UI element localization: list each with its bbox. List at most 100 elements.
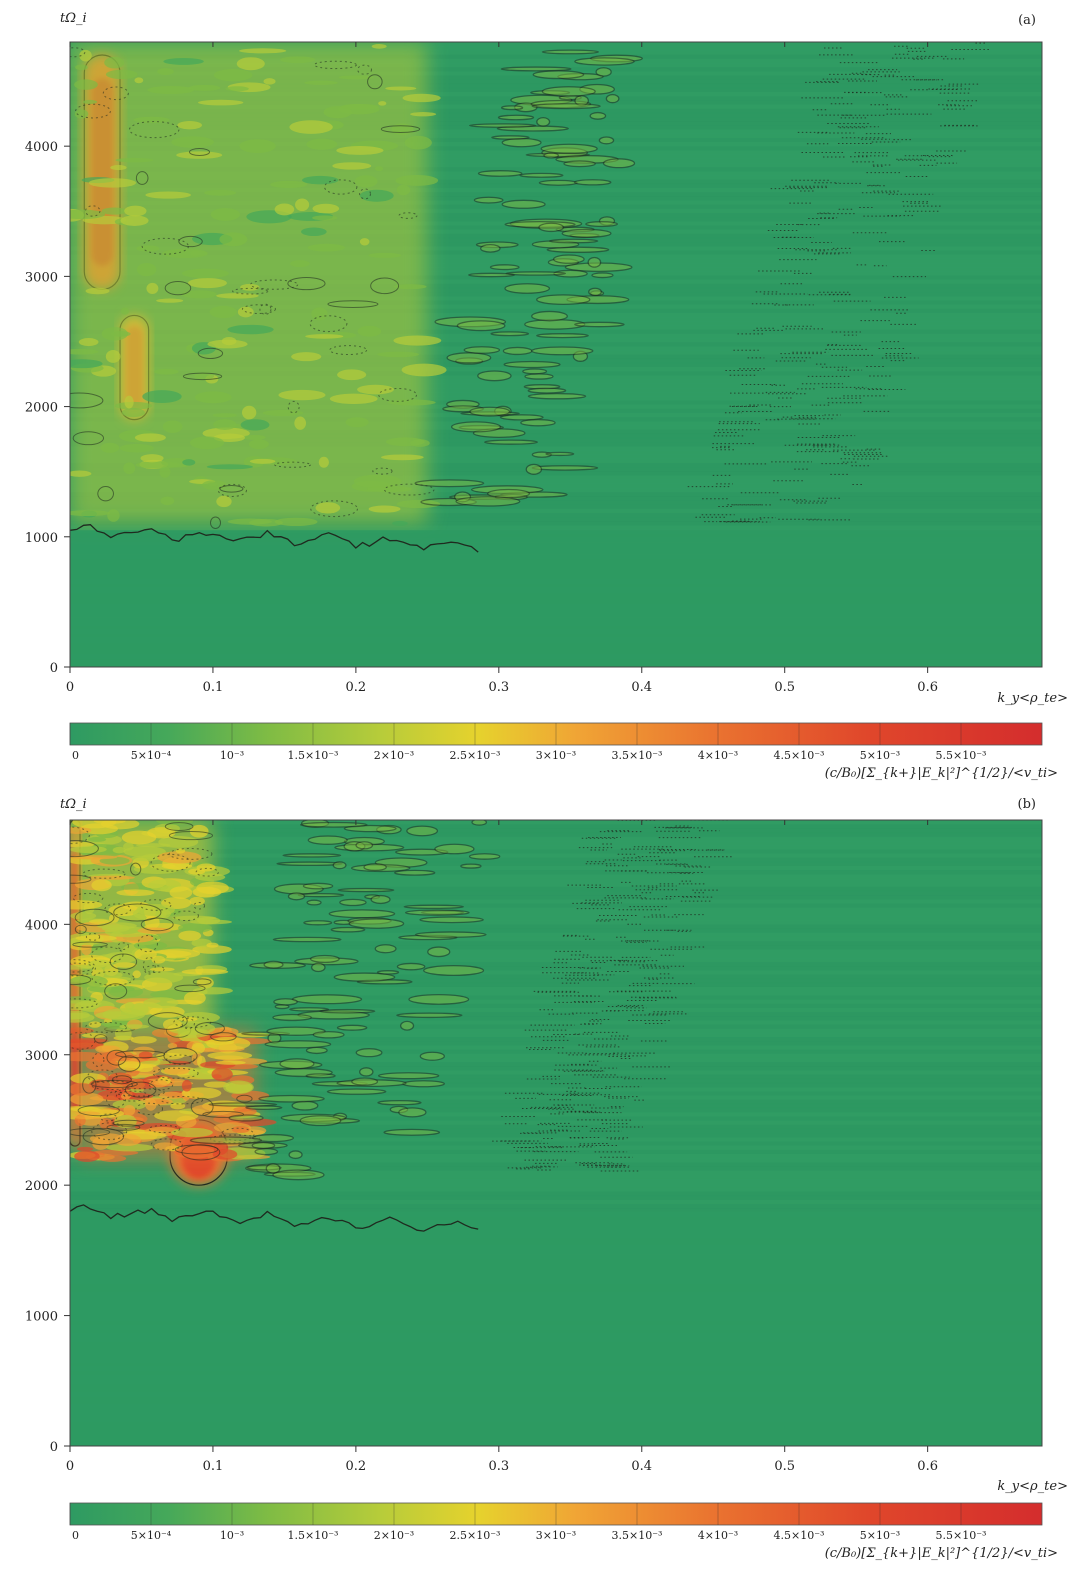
- heatmap-row: [70, 121, 1042, 126]
- heatmap-row: [70, 1166, 1042, 1172]
- heatmap-cell: [160, 496, 175, 506]
- heatmap-row: [70, 1045, 1042, 1051]
- heatmap-cell: [162, 420, 183, 433]
- heatmap-cell: [236, 57, 265, 71]
- heatmap-row: [70, 1158, 1042, 1163]
- heatmap-cell: [336, 146, 384, 155]
- heatmap-row: [70, 62, 1042, 68]
- heatmap-row: [70, 1195, 1042, 1201]
- contour-loop: [258, 1094, 325, 1103]
- contour-loop: [602, 158, 636, 169]
- heatmap-cell: [108, 904, 140, 917]
- heatmap-cell: [134, 77, 144, 84]
- contour-loop: [149, 1079, 174, 1091]
- contour-loop: [414, 931, 487, 938]
- heatmap-cell: [374, 166, 384, 172]
- heatmap-cell: [307, 243, 345, 252]
- contour-loop: [264, 1040, 332, 1049]
- contour-loop: [192, 978, 212, 986]
- heatmap-row: [70, 1107, 1042, 1113]
- panel-a-label: (a): [1018, 13, 1036, 28]
- heatmap-cell: [213, 419, 237, 430]
- contour-loop: [178, 235, 203, 248]
- heatmap-row: [70, 961, 1042, 967]
- heatmap-cell: [410, 112, 437, 117]
- heatmap-row: [70, 42, 1042, 47]
- heatmap-cell: [112, 846, 126, 854]
- heatmap-cell: [359, 189, 394, 202]
- heatmap-cell: [106, 1143, 154, 1152]
- contour-loop: [263, 960, 284, 969]
- heatmap-cell: [70, 911, 97, 920]
- heatmap-row: [70, 974, 1042, 980]
- contour-loop: [408, 993, 470, 1005]
- heatmap-row: [70, 1183, 1042, 1188]
- contour-loop: [195, 867, 219, 877]
- contour-loop: [147, 1012, 188, 1030]
- heatmap-cell: [304, 80, 338, 85]
- heatmap-row: [70, 200, 1042, 205]
- heatmap-cell: [81, 942, 92, 956]
- contour-loop: [587, 256, 602, 268]
- contour-loop: [84, 1021, 128, 1033]
- colorbar-tick-label: 5.5×10⁻³: [936, 1529, 987, 1542]
- heatmap-row: [70, 1082, 1042, 1088]
- heatmap-row: [70, 870, 1042, 875]
- heatmap-row: [70, 1041, 1042, 1046]
- heatmap-cell: [371, 44, 387, 49]
- contour-loop: [419, 1051, 445, 1061]
- colorbar-tick-label: 4.5×10⁻³: [774, 749, 825, 762]
- heatmap-row: [70, 903, 1042, 909]
- heatmap-cell: [231, 1126, 250, 1134]
- contour-loop: [174, 984, 206, 993]
- heatmap-cell: [377, 351, 420, 358]
- heatmap-row: [70, 446, 1042, 451]
- heatmap-row: [70, 932, 1042, 938]
- contour-loop: [70, 959, 96, 977]
- heatmap-row: [70, 1032, 1042, 1038]
- contour-loop: [546, 246, 610, 253]
- heatmap-cell: [105, 349, 121, 363]
- heatmap-row: [70, 1024, 1042, 1030]
- contour-loop: [522, 368, 548, 375]
- heatmap-row: [70, 208, 1042, 214]
- contour-loop: [236, 1094, 253, 1103]
- contour-loop: [82, 868, 126, 879]
- contour-loop: [276, 861, 343, 867]
- heatmap-cell: [89, 919, 110, 925]
- contour-loop: [396, 962, 426, 971]
- contour-loop: [124, 1081, 157, 1098]
- heatmap-cell: [75, 64, 88, 71]
- heatmap-cell: [87, 875, 135, 880]
- heatmap-cell: [104, 56, 125, 69]
- contour-loop: [74, 924, 87, 935]
- heatmap-cell: [206, 942, 219, 948]
- heatmap-row: [70, 342, 1042, 347]
- heatmap-cell: [70, 845, 107, 853]
- heatmap-cell: [153, 1142, 176, 1151]
- heatmap-row: [70, 508, 1042, 514]
- contour-loop: [450, 421, 502, 433]
- heatmap-cell: [301, 227, 327, 237]
- heatmap-row: [70, 1091, 1042, 1096]
- heatmap-cell: [76, 1146, 94, 1152]
- contour-loop: [377, 1099, 422, 1106]
- heatmap-cell: [189, 436, 225, 450]
- heatmap-row: [70, 1116, 1042, 1121]
- contour-loop: [313, 60, 357, 70]
- heatmap-row: [70, 895, 1042, 900]
- heatmap-row: [70, 471, 1042, 476]
- heatmap-row: [70, 379, 1042, 385]
- contour-loop: [370, 277, 400, 295]
- heatmap-row: [70, 517, 1042, 522]
- contour-loop: [327, 300, 379, 308]
- heatmap-cell: [124, 205, 147, 217]
- colorbar-tick-label: 1.5×10⁻³: [288, 1529, 339, 1542]
- heatmap-row: [70, 308, 1042, 314]
- heatmap-cell: [215, 1060, 246, 1065]
- contour-loop: [144, 965, 165, 974]
- heatmap-cell: [181, 1087, 222, 1099]
- contour-loop: [174, 1144, 219, 1155]
- heatmap-row: [70, 496, 1042, 501]
- contour-loop: [469, 406, 511, 417]
